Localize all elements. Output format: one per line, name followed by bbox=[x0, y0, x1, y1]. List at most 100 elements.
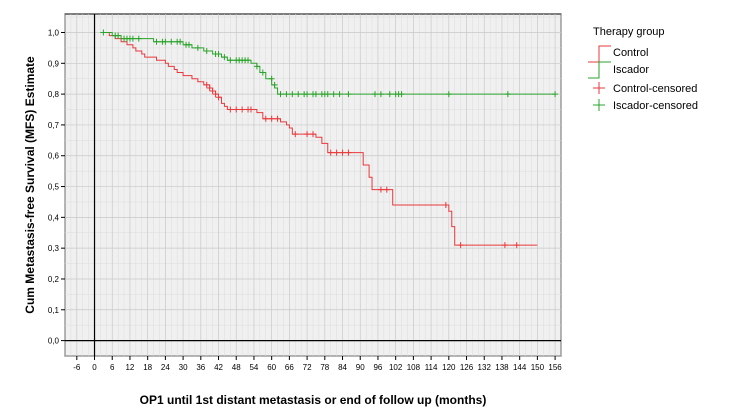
censor-mark-iscador bbox=[168, 38, 175, 45]
censor-mark-iscador bbox=[312, 91, 319, 98]
x-tick-label: 132 bbox=[478, 363, 492, 372]
y-tick-label: 1,0 bbox=[48, 28, 60, 37]
censor-mark-iscador bbox=[135, 35, 142, 42]
x-tick-label: 96 bbox=[373, 363, 382, 372]
censor-mark-iscador bbox=[100, 29, 107, 36]
censor-mark-control bbox=[513, 242, 520, 249]
x-tick-label: 90 bbox=[356, 363, 365, 372]
x-tick-label: 72 bbox=[303, 363, 312, 372]
censor-mark-control bbox=[457, 242, 464, 249]
censor-mark-iscador bbox=[304, 91, 311, 98]
censor-mark-control bbox=[304, 131, 311, 138]
x-tick-label: 84 bbox=[338, 363, 347, 372]
y-tick-label: 0,0 bbox=[48, 337, 60, 346]
censor-mark-control bbox=[383, 186, 390, 193]
censor-mark-iscador bbox=[253, 63, 260, 70]
censor-mark-iscador bbox=[324, 91, 331, 98]
x-tick-label: 66 bbox=[285, 363, 294, 372]
legend-control-censored-label: Control-censored bbox=[613, 83, 697, 95]
censor-mark-iscador bbox=[445, 91, 452, 98]
censor-mark-control bbox=[327, 149, 334, 156]
censor-mark-control bbox=[501, 242, 508, 249]
censor-mark-control bbox=[333, 149, 340, 156]
censor-mark-iscador bbox=[177, 38, 184, 45]
censor-mark-iscador bbox=[203, 47, 210, 54]
censor-mark-control bbox=[233, 106, 240, 113]
x-tick-label: 48 bbox=[232, 363, 241, 372]
censor-mark-iscador bbox=[289, 91, 296, 98]
x-tick-label: 54 bbox=[249, 363, 258, 372]
x-tick-label: 42 bbox=[214, 363, 223, 372]
x-tick-label: 138 bbox=[495, 363, 509, 372]
y-axis-title: Cum Metastasis-free Survival (MFS) Estim… bbox=[23, 56, 37, 314]
censor-mark-iscador bbox=[215, 51, 222, 58]
y-axis-ticks: 0,0 0,1 0,2 0,3 0,4 0,5 0,6 0,7 0,8 0,9 1,0 bbox=[48, 28, 65, 346]
censor-mark-iscador bbox=[194, 44, 201, 51]
censor-mark-iscador bbox=[115, 32, 122, 39]
censor-layer bbox=[100, 29, 559, 249]
x-tick-label: 150 bbox=[531, 363, 545, 372]
censor-mark-control bbox=[442, 202, 449, 209]
x-tick-label: 60 bbox=[267, 363, 276, 372]
censor-mark-iscador bbox=[245, 57, 252, 64]
censor-mark-iscador bbox=[283, 91, 290, 98]
censor-mark-control bbox=[215, 94, 222, 101]
censor-mark-iscador bbox=[336, 91, 343, 98]
censor-mark-control bbox=[345, 149, 352, 156]
censor-mark-control bbox=[248, 106, 254, 113]
legend-iscador-censored-label: Iscador-censored bbox=[613, 100, 698, 112]
x-tick-label: 12 bbox=[125, 363, 134, 372]
censor-mark-control bbox=[206, 84, 213, 91]
legend-control-censored-marker bbox=[593, 82, 605, 94]
x-tick-label: -6 bbox=[73, 363, 81, 372]
reference-lines bbox=[65, 14, 561, 356]
censor-mark-iscador bbox=[259, 69, 266, 76]
x-axis-ticks: -6 0 6 12 18 24 30 36 42 48 54 60 66 72 78 84 90 96 102 108… bbox=[73, 356, 562, 372]
y-tick-label: 0,3 bbox=[48, 244, 60, 253]
x-tick-label: 6 bbox=[110, 363, 115, 372]
censor-mark-control bbox=[262, 115, 269, 122]
y-tick-label: 0,6 bbox=[48, 152, 60, 161]
y-tick-label: 0,8 bbox=[48, 90, 60, 99]
x-tick-label: 36 bbox=[196, 363, 205, 372]
censor-mark-iscador bbox=[153, 38, 160, 45]
legend-control-label: Control bbox=[613, 47, 648, 59]
censor-mark-control bbox=[339, 149, 346, 156]
x-tick-label: 0 bbox=[92, 363, 97, 372]
censor-mark-iscador bbox=[345, 91, 352, 98]
censor-mark-iscador bbox=[227, 57, 234, 64]
x-tick-label: 24 bbox=[161, 363, 170, 372]
legend-iscador-swatch bbox=[588, 61, 611, 79]
x-tick-label: 78 bbox=[320, 363, 329, 372]
legend-control-swatch bbox=[588, 45, 611, 63]
censor-mark-iscador bbox=[398, 91, 405, 98]
legend-iscador-label: Iscador bbox=[613, 64, 649, 76]
x-tick-label: 30 bbox=[179, 363, 188, 372]
censor-mark-iscador bbox=[372, 91, 378, 98]
y-tick-label: 0,4 bbox=[48, 213, 60, 222]
censor-mark-iscador bbox=[377, 91, 384, 98]
censor-mark-iscador bbox=[186, 41, 192, 48]
censor-mark-iscador bbox=[504, 91, 511, 98]
x-tick-label: 120 bbox=[442, 363, 456, 372]
censor-mark-iscador bbox=[129, 35, 136, 42]
censor-mark-iscador bbox=[268, 75, 275, 82]
x-tick-label: 18 bbox=[143, 363, 152, 372]
censor-mark-iscador bbox=[271, 81, 278, 88]
censor-mark-control bbox=[292, 131, 299, 138]
x-tick-label: 108 bbox=[407, 363, 421, 372]
legend: Therapy group Control Iscador Control-ce… bbox=[588, 26, 698, 112]
censor-mark-control bbox=[274, 115, 281, 122]
y-tick-label: 0,5 bbox=[48, 183, 60, 192]
censor-mark-control bbox=[203, 81, 210, 88]
censor-mark-control bbox=[212, 91, 219, 98]
legend-title: Therapy group bbox=[593, 26, 665, 38]
x-axis-title: OP1 until 1st distant metastasis or end … bbox=[140, 393, 487, 407]
censor-mark-iscador bbox=[552, 91, 559, 98]
censor-mark-iscador bbox=[221, 54, 228, 61]
censor-mark-iscador bbox=[277, 91, 284, 98]
x-tick-label: 144 bbox=[513, 363, 527, 372]
censor-mark-iscador bbox=[386, 91, 393, 98]
y-tick-label: 0,2 bbox=[48, 275, 60, 284]
